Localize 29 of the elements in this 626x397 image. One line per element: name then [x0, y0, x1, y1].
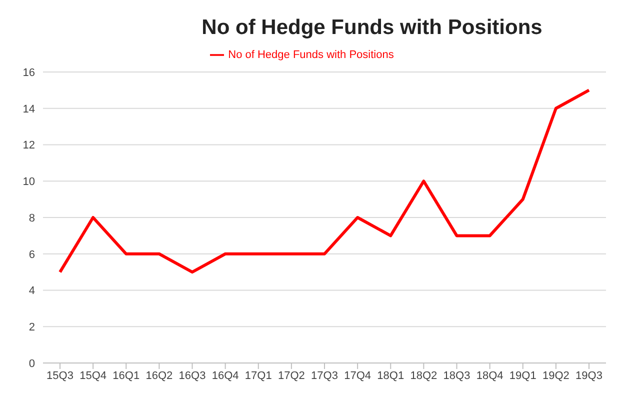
- x-tick-label: 19Q1: [509, 370, 536, 382]
- legend-label: No of Hedge Funds with Positions: [228, 48, 394, 61]
- x-tick-label: 16Q2: [146, 370, 173, 382]
- x-tick-label: 18Q1: [377, 370, 404, 382]
- y-tick-label: 10: [22, 176, 35, 188]
- x-tick-label: 17Q3: [311, 370, 338, 382]
- x-tick-label: 16Q1: [112, 370, 140, 382]
- y-tick-label: 16: [22, 66, 35, 79]
- x-tick-label: 19Q2: [542, 370, 570, 382]
- y-tick-label: 12: [22, 140, 35, 152]
- x-tick-label: 17Q4: [344, 370, 372, 382]
- x-tick-label: 18Q4: [476, 370, 504, 382]
- x-tick-label: 19Q3: [576, 370, 602, 382]
- x-tick-label: 16Q4: [212, 370, 239, 382]
- line-series: [58, 88, 590, 274]
- y-tick-label: 8: [28, 212, 35, 224]
- x-tick-label: 15Q3: [46, 370, 74, 382]
- y-tick-label: 0: [28, 358, 35, 370]
- x-tick-label: 17Q2: [278, 370, 305, 382]
- y-tick-label: 14: [22, 103, 35, 116]
- x-tick-label: 16Q3: [178, 370, 206, 382]
- x-tick-label: 15Q4: [80, 370, 107, 382]
- y-tick-label: 6: [28, 248, 35, 261]
- x-tick-label: 18Q3: [443, 370, 470, 382]
- x-tick-label: 18Q2: [410, 370, 438, 382]
- x-tick-label: 17Q1: [244, 370, 272, 382]
- y-tick-label: 2: [28, 322, 35, 334]
- y-tick-label: 4: [28, 285, 35, 298]
- chart-title: No of Hedge Funds with Positions: [200, 15, 544, 41]
